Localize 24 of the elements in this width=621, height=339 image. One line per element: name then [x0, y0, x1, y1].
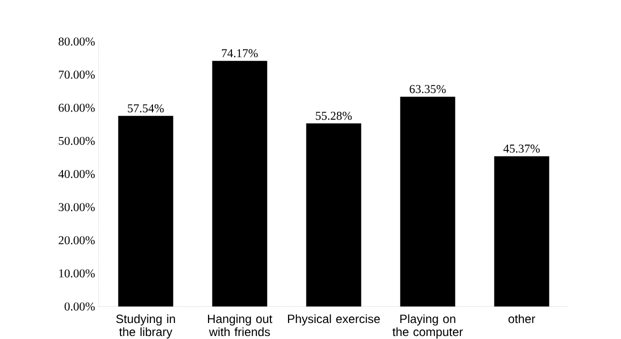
data-label: 45.37% [503, 144, 540, 153]
y-tick-label: 0.00% [64, 302, 95, 311]
y-tick-label: 70.00% [58, 70, 95, 79]
data-label: 57.54% [128, 104, 164, 112]
y-tick-label: 40.00% [58, 170, 95, 178]
y-tick-label: 60.00% [58, 104, 95, 112]
y-tick-label: 20.00% [58, 236, 95, 244]
data-label: 63.35% [410, 85, 446, 94]
x-tick-label: other [508, 314, 536, 324]
bar [400, 96, 456, 307]
y-tick-label: 50.00% [58, 136, 95, 145]
x-tick-label: Physical exercise [288, 314, 380, 326]
bar [306, 123, 362, 307]
data-label: 55.28% [316, 112, 352, 120]
data-label: 74.17% [222, 49, 258, 58]
x-tick-label: Hanging out with friends [208, 314, 272, 336]
x-tick-label: Studying in the library [116, 314, 175, 339]
y-tick-label: 80.00% [58, 37, 95, 46]
bar [118, 116, 174, 307]
y-tick-label: 10.00% [59, 269, 95, 278]
y-tick-label: 30.00% [58, 203, 95, 212]
bar [212, 60, 268, 307]
x-tick-label: Playing on the computer [392, 314, 463, 339]
bar [494, 156, 550, 307]
